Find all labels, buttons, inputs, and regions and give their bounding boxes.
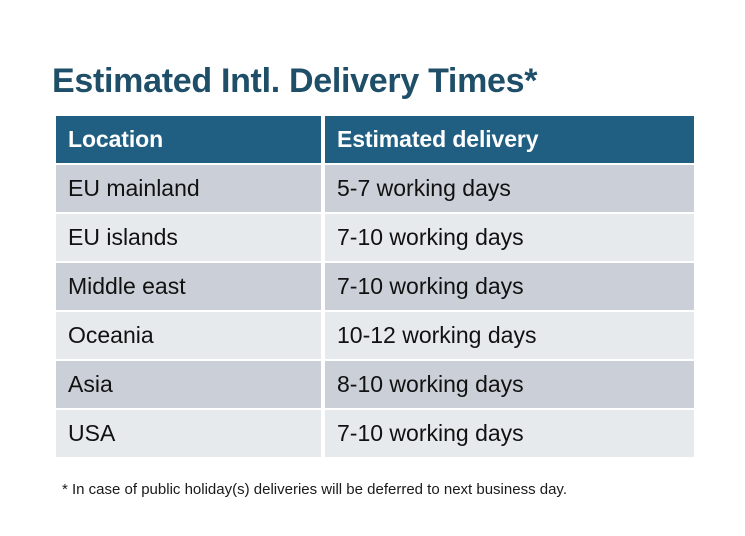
cell-estimated-delivery: 5-7 working days [325,165,694,212]
column-header-estimated-delivery: Estimated delivery [325,116,694,163]
page-title: Estimated Intl. Delivery Times* [52,61,538,100]
table-row: EU mainland 5-7 working days [56,165,694,212]
table-row: Oceania 10-12 working days [56,312,694,359]
cell-estimated-delivery: 7-10 working days [325,214,694,261]
cell-estimated-delivery: 8-10 working days [325,361,694,408]
cell-location: EU mainland [56,165,321,212]
table-body: EU mainland 5-7 working days EU islands … [56,165,694,457]
cell-location: USA [56,410,321,457]
cell-estimated-delivery: 7-10 working days [325,263,694,310]
table-row: Middle east 7-10 working days [56,263,694,310]
cell-estimated-delivery: 7-10 working days [325,410,694,457]
table-row: Asia 8-10 working days [56,361,694,408]
cell-location: Asia [56,361,321,408]
table-header: Location Estimated delivery [56,116,694,163]
table-row: EU islands 7-10 working days [56,214,694,261]
cell-location: Middle east [56,263,321,310]
table-footnote: * In case of public holiday(s) deliverie… [62,481,567,498]
column-header-location: Location [56,116,321,163]
cell-location: Oceania [56,312,321,359]
cell-location: EU islands [56,214,321,261]
estimated-delivery-times-table: Location Estimated delivery EU mainland … [52,114,698,459]
cell-estimated-delivery: 10-12 working days [325,312,694,359]
table-row: USA 7-10 working days [56,410,694,457]
table-header-row: Location Estimated delivery [56,116,694,163]
